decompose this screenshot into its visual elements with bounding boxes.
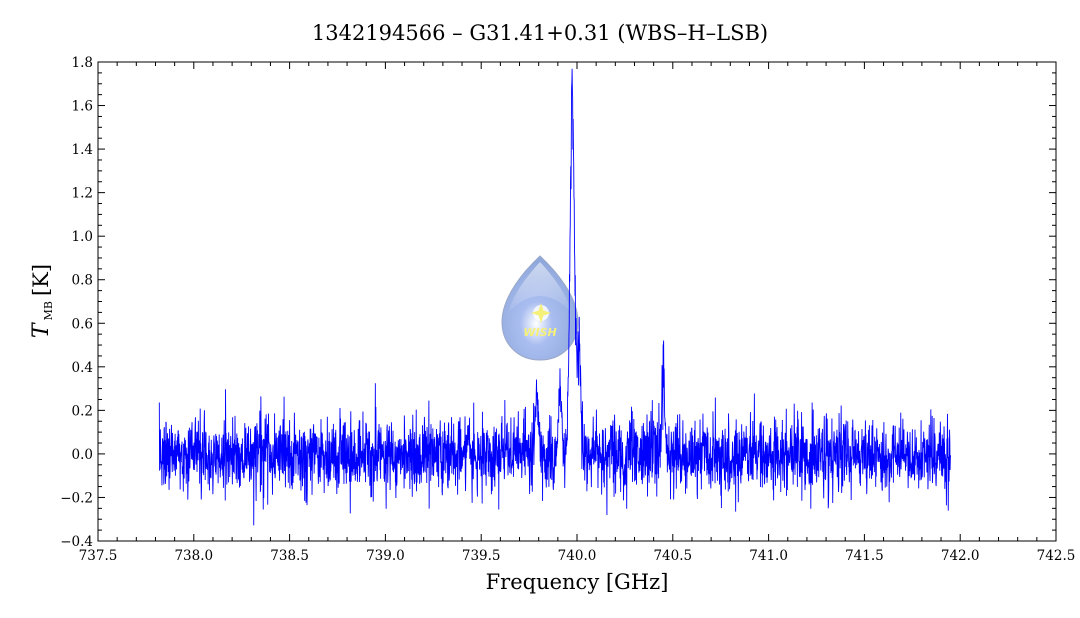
wish-logo: WISH [501,255,579,361]
chart-title: 1342194566 – G31.41+0.31 (WBS–H–LSB) [312,21,768,45]
y-axis-unit: [K] [29,264,53,296]
y-tick-label: 0.2 [72,403,93,419]
x-axis-ticks: 737.5 738.0 738.5 739.0 739.5 740.0 740.5 741.0… [79,62,1076,564]
y-axis-subscript: MB [42,301,55,320]
spectrum-line [158,68,952,526]
y-axis-label: TMB [K] [29,264,55,338]
y-tick-label: 0.6 [72,316,93,332]
star-icon [531,303,551,323]
y-tick-label: 0.8 [72,273,93,289]
x-tick-label: 739.0 [366,548,405,564]
y-axis-ticks: −0.4 −0.2 0.0 0.2 0.4 0.6 0.8 1.0 1.2 1.4 1.6 1.8 [60,55,1056,550]
x-tick-label: 741.0 [749,548,788,564]
y-tick-label: −0.2 [60,490,93,506]
y-axis-symbol: T [29,321,54,338]
y-tick-label: 0.0 [72,447,93,463]
x-axis-label: Frequency [GHz] [486,570,669,594]
x-tick-label: 740.5 [653,548,692,564]
x-tick-label: 738.0 [174,548,213,564]
x-tick-label: 737.5 [79,548,118,564]
y-tick-label: 1.8 [72,55,93,71]
y-tick-label: 1.2 [72,186,93,202]
y-tick-label: 0.4 [72,360,93,376]
svg-text:TMB[K]: TMB [K] [29,264,55,338]
x-tick-label: 742.5 [1037,548,1076,564]
y-tick-label: 1.0 [72,229,93,245]
plot-frame [97,61,1057,542]
y-tick-label: 1.4 [72,142,93,158]
x-tick-label: 738.5 [270,548,309,564]
x-tick-label: 740.0 [558,548,597,564]
y-tick-label: −0.4 [60,534,93,550]
x-tick-label: 739.5 [462,548,501,564]
spectrum-series [158,68,952,526]
logo-text: WISH [523,326,556,339]
x-tick-label: 742.0 [941,548,980,564]
x-tick-label: 741.5 [845,548,884,564]
y-tick-label: 1.6 [72,99,93,115]
